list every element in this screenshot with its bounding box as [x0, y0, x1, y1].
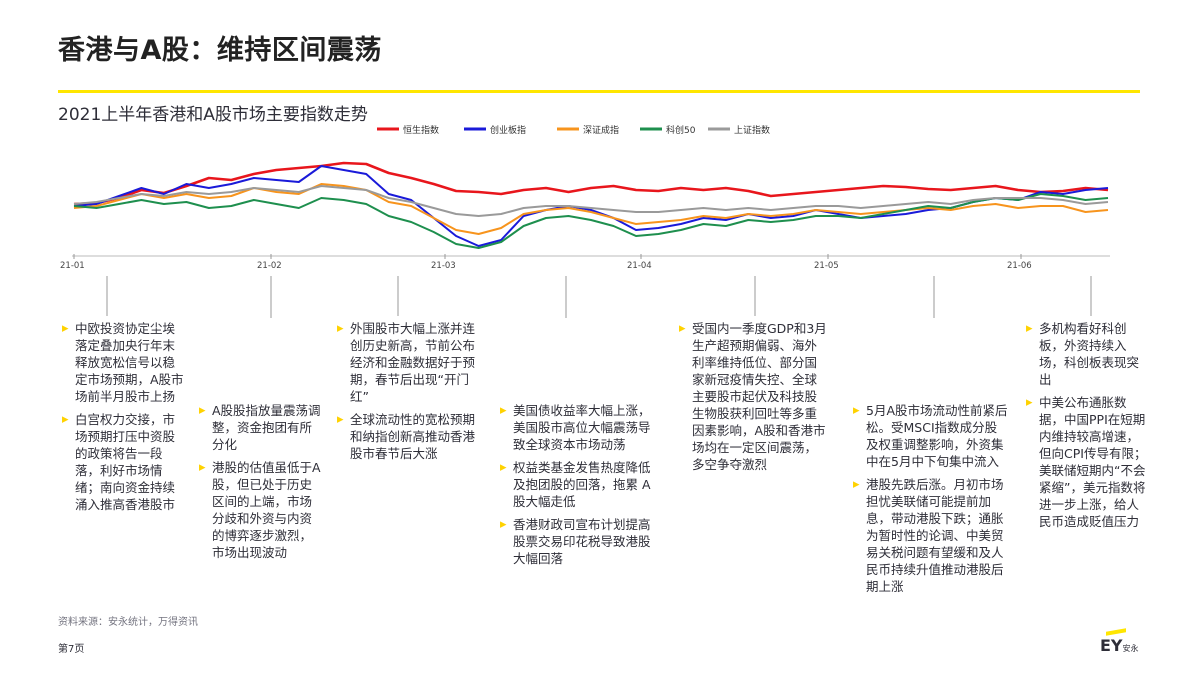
note-item: 受国内一季度GDP和3月生产超预期偏弱、海外利率维持低位、部分国家新冠疫情失控、…: [679, 320, 829, 473]
note-item: 权益类基金发售热度降低及抱团股的回落，拖累 A 股大幅走低: [500, 459, 655, 510]
note-item: 白宫权力交接，市场预期打压中资股的政策将告一段落，利好市场情绪；南向资金持续涌入…: [62, 411, 187, 513]
x-tick-label: 21-04: [627, 261, 652, 271]
source-note: 资料来源：安永统计，万得资讯: [58, 617, 198, 628]
note-item: 全球流动性的宽松预期和纳指创新高推动香港股市春节后大涨: [337, 411, 480, 462]
note-block-3: 外围股市大幅上涨并连创历史新高，节前公布经济和金融数据好于预期，春节后出现“开门…: [337, 320, 480, 468]
note-item: 中美公布通胀数据，中国PPI在短期内维持较高增速，但向CPI传导有限；美联储短期…: [1026, 394, 1151, 530]
page-title: 香港与A股：维持区间震荡: [58, 35, 382, 66]
series-line: [73, 185, 1109, 217]
page-number: 第7页: [58, 644, 85, 655]
chart-subtitle: 2021上半年香港和A股市场主要指数走势: [58, 105, 368, 125]
series-line: [73, 193, 1109, 249]
legend-label: 深证成指: [583, 124, 619, 136]
note-block-2: A股股指放量震荡调整，资金抱团有所分化港股的估值虽低于A股，但已处于历史区间的上…: [199, 402, 324, 567]
note-block-5: 受国内一季度GDP和3月生产超预期偏弱、海外利率维持低位、部分国家新冠疫情失控、…: [679, 320, 829, 479]
logo-text: EY: [1100, 636, 1123, 655]
note-block-4: 美国债收益率大幅上涨，美国股市高位大幅震荡导致全球资本市场动荡权益类基金发售热度…: [500, 402, 655, 573]
index-trend-chart: 恒生指数 创业板指 深证成指 科创50 上证指数 21-01 21-02 21-03 21-04…: [60, 124, 1110, 318]
x-tick-label: 21-05: [814, 261, 839, 271]
legend-label: 上证指数: [734, 124, 770, 136]
note-block-7: 多机构看好科创板，外资持续入场，科创板表现突出中美公布通胀数据，中国PPI在短期…: [1026, 320, 1151, 536]
x-tick-label: 21-02: [257, 261, 282, 271]
note-item: 香港财政司宣布计划提高股票交易印花税导致港股大幅回落: [500, 516, 655, 567]
legend-label: 科创50: [666, 124, 696, 136]
note-item: 港股先跌后涨。月初市场担忧美联储可能提前加息，带动港股下跌；通胀为暂时性的论调、…: [853, 476, 1008, 595]
note-block-6: 5月A股市场流动性前紧后松。受MSCI指数成分股及权重调整影响，外资集中在5月中…: [853, 402, 1008, 601]
note-item: 中欧投资协定尘埃落定叠加央行年末释放宽松信号以稳定市场预期，A股市场前半月股市上…: [62, 320, 187, 405]
note-item: 港股的估值虽低于A股，但已处于历史区间的上端，市场分歧和外资与内资的博弈逐步激烈…: [199, 459, 324, 561]
title-rule: [58, 90, 1140, 93]
ey-logo: EY安永: [1100, 628, 1139, 655]
note-item: 美国债收益率大幅上涨，美国股市高位大幅震荡导致全球资本市场动荡: [500, 402, 655, 453]
note-item: 多机构看好科创板，外资持续入场，科创板表现突出: [1026, 320, 1151, 388]
x-tick-label: 21-03: [431, 261, 456, 271]
legend-label: 创业板指: [490, 124, 526, 136]
x-tick-label: 21-06: [1007, 261, 1032, 271]
logo-bar: [1106, 628, 1126, 636]
legend-label: 恒生指数: [403, 124, 439, 136]
note-item: 5月A股市场流动性前紧后松。受MSCI指数成分股及权重调整影响，外资集中在5月中…: [853, 402, 1008, 470]
note-block-1: 中欧投资协定尘埃落定叠加央行年末释放宽松信号以稳定市场预期，A股市场前半月股市上…: [62, 320, 187, 519]
note-item: A股股指放量震荡调整，资金抱团有所分化: [199, 402, 324, 453]
logo-subtext: 安永: [1122, 644, 1139, 653]
series-line: [73, 183, 1109, 235]
x-tick-label: 21-01: [60, 261, 85, 271]
note-item: 外围股市大幅上涨并连创历史新高，节前公布经济和金融数据好于预期，春节后出现“开门…: [337, 320, 480, 405]
series-line: [73, 161, 1109, 206]
